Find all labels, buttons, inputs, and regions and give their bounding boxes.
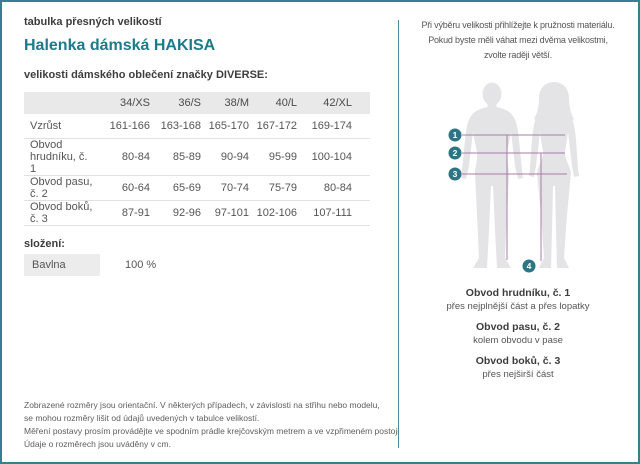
legend-description: kolem obvodu v pase	[473, 335, 563, 346]
size-table-header-row: 34/XS 36/S 38/M 40/L 42/XL	[24, 92, 370, 114]
size-value: 161-166	[94, 114, 150, 139]
size-value: 75-79	[249, 175, 297, 201]
size-value: 95-99	[249, 138, 297, 176]
size-value: 87-91	[94, 200, 150, 226]
body-measurement-diagram: 1 2 3 4	[448, 82, 579, 273]
size-value: 80-84	[94, 138, 150, 176]
legend-title: Obvod boků, č. 3	[475, 355, 561, 367]
eyebrow-label: tabulka přesných velikostí	[24, 16, 162, 28]
brand-sizes-subtitle: velikosti dámského oblečení značky DIVER…	[24, 69, 268, 81]
legend-description: přes nejširší část	[482, 369, 554, 380]
row-label: Obvod hrudníku, č. 1	[24, 138, 94, 176]
size-value: 165-170	[201, 114, 249, 139]
measurement-notes: Zobrazené rozměry jsou orientační. V něk…	[24, 399, 398, 451]
legend-title: Obvod hrudníku, č. 1	[465, 287, 571, 299]
size-col-header: 42/XL	[323, 97, 352, 109]
size-value: 85-89	[150, 138, 201, 176]
advice-line: Pokud byste měli váhat mezi dvěma veliko…	[428, 35, 608, 45]
table-row: Vzrůst 161-166 163-168 165-170 167-172 1…	[24, 114, 370, 139]
row-label: Obvod boků, č. 3	[24, 200, 94, 226]
size-value: 163-168	[150, 114, 201, 139]
note-line: se mohou rozměry lišit od údajů uvedenýc…	[24, 413, 260, 423]
size-col-header: 34/XS	[120, 97, 150, 109]
size-value: 167-172	[249, 114, 297, 139]
size-value: 169-174	[297, 114, 370, 139]
size-col-header: 40/L	[275, 97, 297, 109]
size-value: 90-94	[201, 138, 249, 176]
size-value: 107-111	[297, 200, 370, 226]
legend-title: Obvod pasu, č. 2	[475, 321, 561, 333]
size-value: 65-69	[150, 175, 201, 201]
legend-description: přes nejplnější část a přes lopatky	[446, 301, 590, 312]
material-percentage: 100 %	[125, 259, 157, 271]
advice-line: Při výběru velikosti přihlížejte k pružn…	[421, 20, 615, 30]
marker-3: 3	[448, 167, 462, 181]
svg-text:2: 2	[453, 148, 458, 158]
marker-1: 1	[448, 128, 462, 142]
note-line: Údaje o rozměrech jsou uváděny v cm.	[24, 439, 171, 449]
size-value: 92-96	[150, 200, 201, 226]
composition-heading: složení:	[24, 238, 65, 250]
size-col-header-empty	[24, 92, 94, 114]
svg-text:4: 4	[527, 261, 532, 271]
size-value: 102-106	[249, 200, 297, 226]
size-value: 80-84	[297, 175, 370, 201]
size-value: 60-64	[94, 175, 150, 201]
page-title: Halenka dámská HAKISA	[24, 37, 216, 54]
measurement-legend: Obvod hrudníku, č. 1 přes nejplnější čás…	[404, 286, 632, 388]
size-table: 34/XS 36/S 38/M 40/L 42/XL Vzrůst 161-16…	[24, 92, 370, 226]
table-row: Obvod hrudníku, č. 1 80-84 85-89 90-94 9…	[24, 138, 370, 176]
legend-item: Obvod pasu, č. 2 kolem obvodu v pase	[404, 320, 632, 348]
advice-line: zvolte raději větší.	[483, 50, 553, 60]
marker-4: 4	[522, 259, 536, 273]
male-silhouette-icon	[461, 82, 523, 268]
size-value: 70-74	[201, 175, 249, 201]
size-value: 97-101	[201, 200, 249, 226]
row-label: Obvod pasu, č. 2	[24, 175, 94, 201]
legend-item: Obvod boků, č. 3 přes nejširší část	[404, 354, 632, 382]
legend-item: Obvod hrudníku, č. 1 přes nejplnější čás…	[404, 286, 632, 314]
material-name: Bavlna	[24, 254, 100, 276]
svg-text:1: 1	[453, 130, 458, 140]
marker-2: 2	[448, 146, 462, 160]
row-label: Vzrůst	[24, 114, 94, 139]
size-advice-text: Při výběru velikosti přihlížejte k pružn…	[404, 18, 632, 63]
size-col-header: 38/M	[224, 97, 249, 109]
table-row: Obvod pasu, č. 2 60-64 65-69 70-74 75-79…	[24, 175, 370, 201]
table-row: Obvod boků, č. 3 87-91 92-96 97-101 102-…	[24, 200, 370, 226]
note-line: Měření postavy prosím provádějte ve spod…	[24, 426, 398, 436]
size-value: 100-104	[297, 138, 370, 176]
note-line: Zobrazené rozměry jsou orientační. V něk…	[24, 400, 380, 410]
female-silhouette-icon	[529, 82, 579, 268]
svg-text:3: 3	[453, 169, 458, 179]
vertical-divider	[398, 20, 399, 448]
size-col-header: 36/S	[178, 97, 201, 109]
